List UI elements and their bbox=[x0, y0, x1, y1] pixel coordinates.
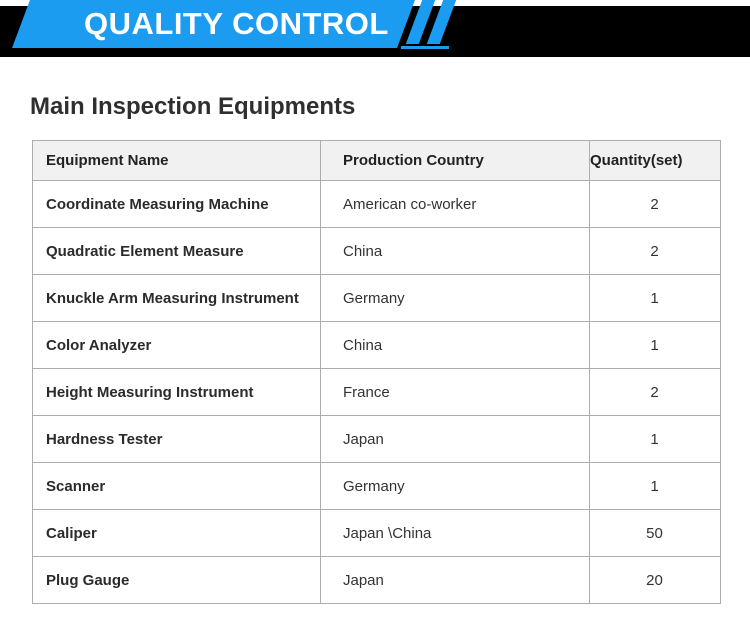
cell-equipment-name: Coordinate Measuring Machine bbox=[32, 180, 321, 228]
cell-equipment-name: Knuckle Arm Measuring Instrument bbox=[32, 274, 321, 322]
cell-production-country: China bbox=[320, 321, 590, 369]
cell-quantity: 1 bbox=[589, 462, 721, 510]
table-header-row: Equipment Name Production Country Quanti… bbox=[32, 140, 721, 181]
cell-production-country: Japan bbox=[320, 415, 590, 463]
cell-production-country: France bbox=[320, 368, 590, 416]
cell-equipment-name: Scanner bbox=[32, 462, 321, 510]
header-banner: QUALITY CONTROL bbox=[0, 0, 750, 58]
cell-equipment-name: Height Measuring Instrument bbox=[32, 368, 321, 416]
cell-quantity: 1 bbox=[589, 321, 721, 369]
table-row: Knuckle Arm Measuring Instrument Germany… bbox=[32, 274, 721, 322]
page-title: Main Inspection Equipments bbox=[30, 93, 356, 120]
table-row: Quadratic Element Measure China 2 bbox=[32, 227, 721, 275]
cell-production-country: Germany bbox=[320, 274, 590, 322]
table-row: Color Analyzer China 1 bbox=[32, 321, 721, 369]
cell-equipment-name: Plug Gauge bbox=[32, 556, 321, 604]
cell-production-country: Japan \China bbox=[320, 509, 590, 557]
cell-quantity: 20 bbox=[589, 556, 721, 604]
table-row: Caliper Japan \China 50 bbox=[32, 509, 721, 557]
cell-equipment-name: Caliper bbox=[32, 509, 321, 557]
cell-production-country: Japan bbox=[320, 556, 590, 604]
cell-equipment-name: Hardness Tester bbox=[32, 415, 321, 463]
column-header-quantity: Quantity(set) bbox=[589, 140, 721, 181]
banner-title: QUALITY CONTROL bbox=[84, 6, 389, 41]
cell-quantity: 1 bbox=[589, 274, 721, 322]
table-row: Coordinate Measuring Machine American co… bbox=[32, 180, 721, 228]
cell-production-country: Germany bbox=[320, 462, 590, 510]
cell-production-country: American co-worker bbox=[320, 180, 590, 228]
cell-equipment-name: Quadratic Element Measure bbox=[32, 227, 321, 275]
cell-quantity: 1 bbox=[589, 415, 721, 463]
cell-quantity: 50 bbox=[589, 509, 721, 557]
column-header-equipment-name: Equipment Name bbox=[32, 140, 321, 181]
cell-quantity: 2 bbox=[589, 368, 721, 416]
table-row: Hardness Tester Japan 1 bbox=[32, 415, 721, 463]
cell-quantity: 2 bbox=[589, 227, 721, 275]
cell-equipment-name: Color Analyzer bbox=[32, 321, 321, 369]
cell-quantity: 2 bbox=[589, 180, 721, 228]
column-header-production-country: Production Country bbox=[320, 140, 590, 181]
cell-production-country: China bbox=[320, 227, 590, 275]
table-row: Scanner Germany 1 bbox=[32, 462, 721, 510]
equipment-table: Equipment Name Production Country Quanti… bbox=[32, 140, 721, 604]
ribbon-underline bbox=[401, 46, 449, 49]
table-row: Height Measuring Instrument France 2 bbox=[32, 368, 721, 416]
table-row: Plug Gauge Japan 20 bbox=[32, 556, 721, 604]
